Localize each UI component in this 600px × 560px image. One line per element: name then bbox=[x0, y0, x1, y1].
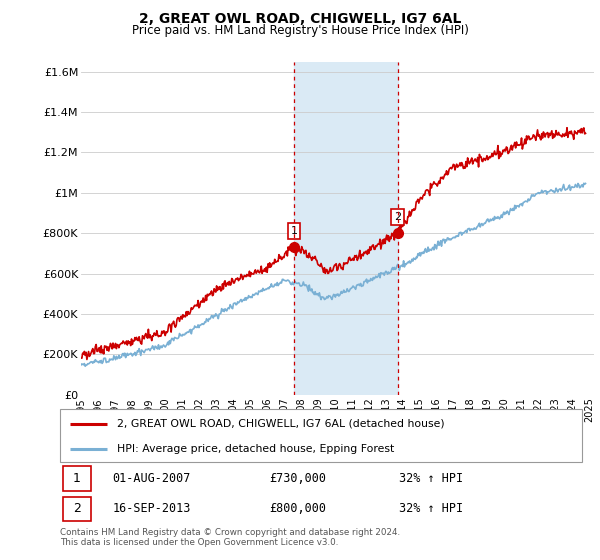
Text: 2, GREAT OWL ROAD, CHIGWELL, IG7 6AL: 2, GREAT OWL ROAD, CHIGWELL, IG7 6AL bbox=[139, 12, 461, 26]
Text: 32% ↑ HPI: 32% ↑ HPI bbox=[400, 502, 463, 515]
Text: 1: 1 bbox=[73, 472, 81, 485]
Text: 2: 2 bbox=[73, 502, 81, 515]
Text: 2: 2 bbox=[394, 212, 401, 222]
Text: 32% ↑ HPI: 32% ↑ HPI bbox=[400, 472, 463, 485]
Bar bbox=[62, 497, 91, 521]
Text: £800,000: £800,000 bbox=[269, 502, 326, 515]
Bar bbox=[294, 62, 398, 395]
Text: Price paid vs. HM Land Registry's House Price Index (HPI): Price paid vs. HM Land Registry's House … bbox=[131, 24, 469, 36]
Text: HPI: Average price, detached house, Epping Forest: HPI: Average price, detached house, Eppi… bbox=[118, 444, 395, 454]
Text: Contains HM Land Registry data © Crown copyright and database right 2024.
This d: Contains HM Land Registry data © Crown c… bbox=[60, 528, 400, 547]
Text: 1: 1 bbox=[290, 226, 298, 236]
Text: £730,000: £730,000 bbox=[269, 472, 326, 485]
Text: 2, GREAT OWL ROAD, CHIGWELL, IG7 6AL (detached house): 2, GREAT OWL ROAD, CHIGWELL, IG7 6AL (de… bbox=[118, 419, 445, 429]
Text: 01-AUG-2007: 01-AUG-2007 bbox=[112, 472, 191, 485]
Text: 16-SEP-2013: 16-SEP-2013 bbox=[112, 502, 191, 515]
Bar bbox=[62, 466, 91, 491]
